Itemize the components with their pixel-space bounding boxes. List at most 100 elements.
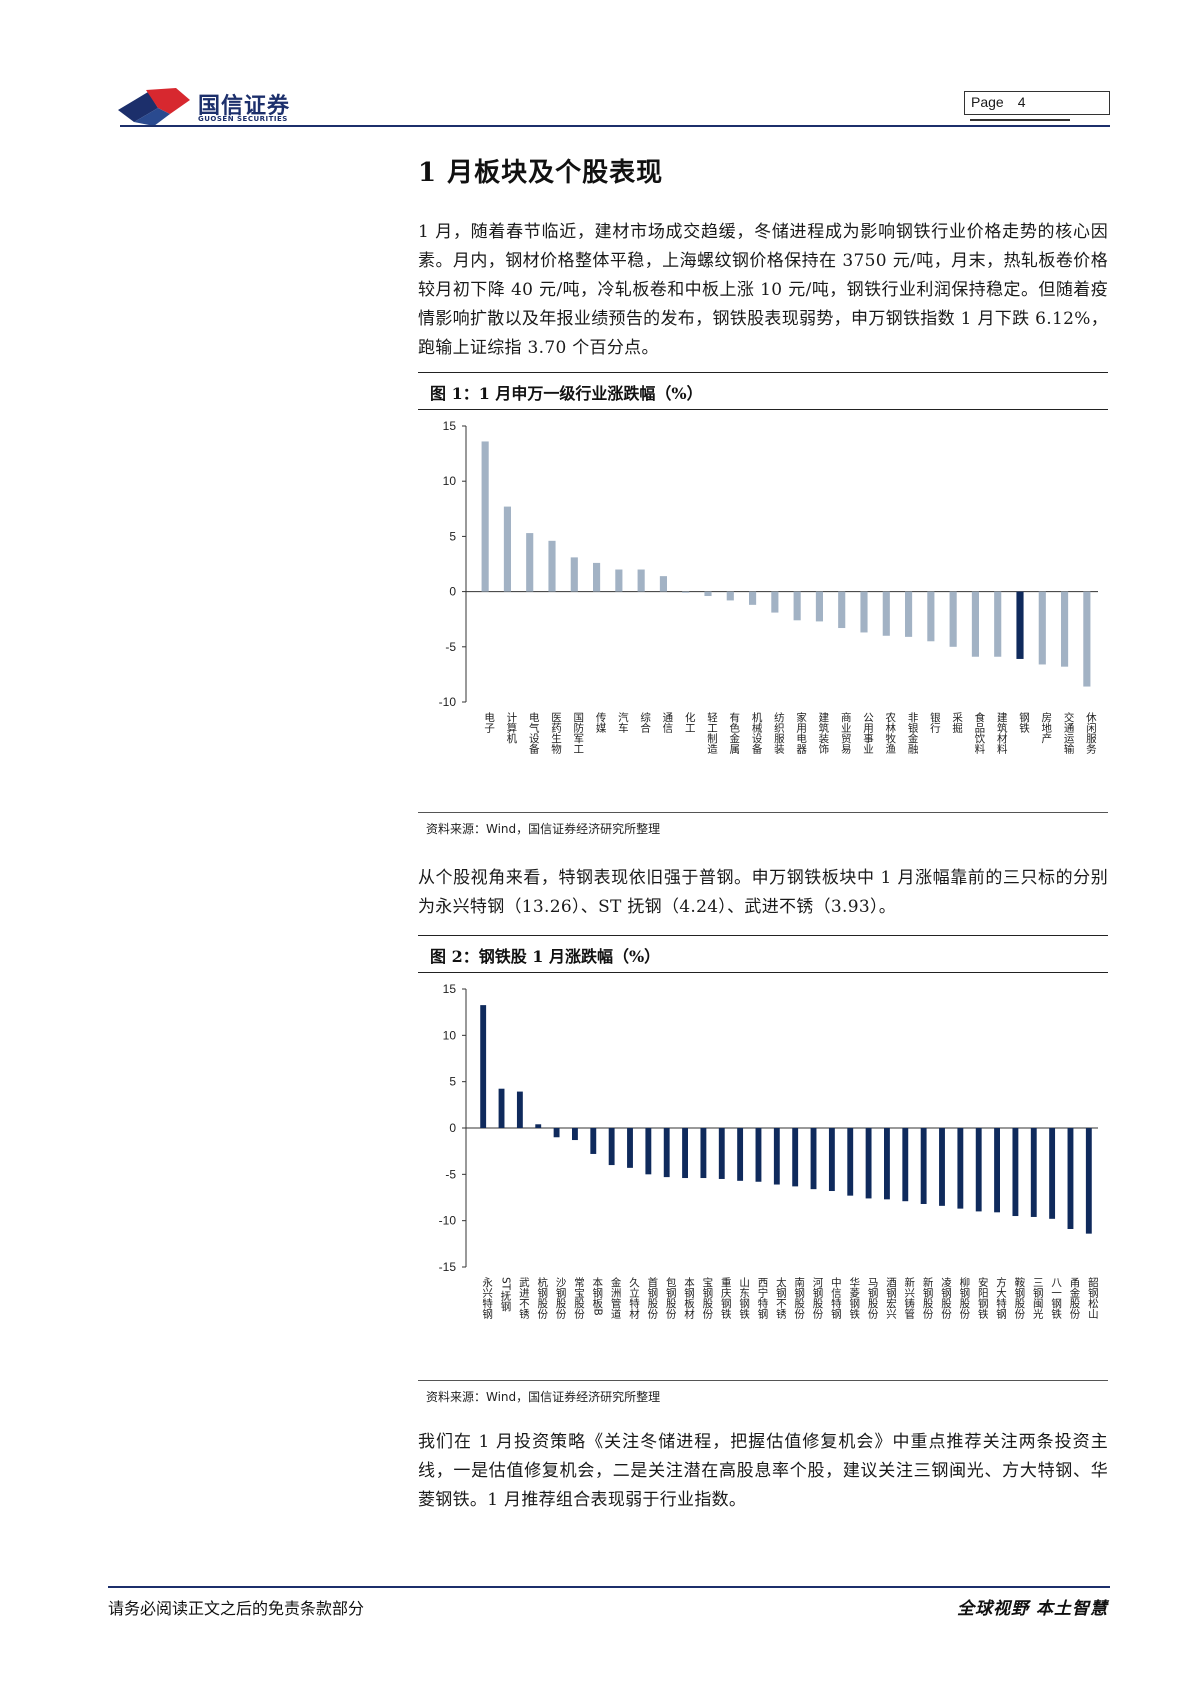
bar-八一钢铁: [1049, 1128, 1056, 1219]
bar-宝钢股份: [700, 1128, 707, 1179]
x-category-label: 银行: [929, 711, 941, 734]
x-category-label: 房地产: [1040, 711, 1052, 744]
page-indicator: Page 4: [964, 91, 1110, 115]
bar-方大特钢: [994, 1128, 1000, 1213]
x-category-label: 建筑装饰: [817, 711, 829, 755]
bar-公用事业: [860, 591, 868, 633]
x-category-label: 杭钢股份: [536, 1276, 548, 1320]
x-category-label: 商业贸易: [840, 711, 852, 755]
page-label: Page: [971, 94, 1004, 110]
x-category-label: 食品饮料: [973, 711, 985, 755]
x-category-label: 本钢板材: [683, 1276, 695, 1319]
y-tick-label: 15: [443, 419, 457, 433]
x-category-label: 机械设备: [751, 711, 763, 755]
bar-常宝股份: [572, 1128, 578, 1141]
brand-name-cn: 国信证券: [198, 94, 291, 119]
x-category-label: 公用事业: [862, 712, 874, 754]
bar-山东钢铁: [737, 1128, 744, 1181]
figure1-title-bar: 图 1：1 月申万一级行业涨跌幅（%）: [418, 372, 1108, 410]
footer-divider: [108, 1586, 1110, 1588]
bar-首钢股份: [645, 1128, 652, 1175]
x-category-label: 传媒: [595, 712, 607, 734]
x-category-label: 凌钢股份: [940, 1276, 952, 1320]
y-tick-label: 15: [443, 982, 457, 996]
y-tick-label: 10: [443, 1028, 457, 1042]
footer-slogan: 全球视野 本土智慧: [957, 1599, 1108, 1619]
bar-凌钢股份: [939, 1128, 945, 1206]
figure2-title-bar: 图 2：钢铁股 1 月涨跌幅（%）: [418, 935, 1108, 973]
bar-ST抚钢: [498, 1088, 505, 1128]
x-category-label: 非银金融: [907, 712, 919, 755]
x-category-label: 纺织服装: [773, 711, 785, 755]
paragraph-stock-view: 从个股视角来看，特钢表现依旧强于普钢。申万钢铁板块中 1 月涨幅靠前的三只标的分…: [418, 868, 1108, 917]
x-category-label: 常宝股份: [573, 1276, 585, 1320]
x-category-label: 交通运输: [1063, 711, 1075, 755]
bar-商业贸易: [838, 591, 846, 629]
y-tick-label: -5: [445, 1167, 456, 1181]
x-category-label: 家用电器: [795, 711, 807, 755]
bar-建筑材料: [994, 591, 1002, 657]
x-category-label: 太钢不锈: [775, 1276, 787, 1320]
x-category-label: 西宁特钢: [756, 1277, 768, 1320]
bar-国防军工: [570, 557, 578, 592]
bar-久立特材: [627, 1128, 633, 1168]
x-category-label: 南钢股份: [793, 1276, 805, 1320]
bar-韶钢松山: [1085, 1128, 1092, 1234]
bar-医药生物: [548, 540, 556, 592]
paragraph-market-review: 1 月，随着春节临近，建材市场成交趋缓，冬储进程成为影响钢铁行业价格走势的核心因…: [418, 222, 1108, 358]
x-category-label: 本钢板B: [591, 1276, 603, 1315]
x-category-label: 医药生物: [550, 712, 562, 755]
bar-农林牧渔: [882, 591, 890, 636]
figure1-source: 资料来源：Wind，国信证券经济研究所整理: [426, 822, 661, 836]
brand-name-en: GUOSEN SECURITIES: [198, 115, 288, 123]
bar-食品饮料: [971, 591, 979, 657]
bar-电气设备: [526, 533, 534, 592]
bar-电子: [481, 441, 489, 592]
figure2-source-divider: [418, 1380, 1108, 1381]
bar-机械设备: [749, 591, 757, 605]
x-category-label: 武进不锈: [518, 1276, 530, 1320]
y-tick-label: 0: [449, 1121, 456, 1135]
x-category-label: 国防军工: [572, 712, 584, 754]
x-category-label: 华菱钢铁: [848, 1276, 860, 1320]
bar-柳钢股份: [957, 1128, 964, 1209]
x-category-label: 三钢闽光: [1032, 1277, 1044, 1320]
y-tick-label: -10: [439, 695, 457, 709]
x-category-label: 马钢股份: [867, 1277, 879, 1320]
bar-化工: [682, 591, 690, 593]
x-category-label: 建筑材料: [996, 711, 1008, 755]
bar-鞍钢股份: [1012, 1128, 1019, 1217]
bar-钢铁: [1016, 591, 1024, 659]
bar-传媒: [593, 562, 601, 592]
bar-包钢股份: [663, 1128, 670, 1178]
bar-计算机: [503, 506, 511, 592]
bar-三钢闽光: [1030, 1128, 1037, 1217]
y-tick-label: 5: [449, 1075, 456, 1089]
page-number: 4: [1017, 94, 1026, 110]
bar-综合: [637, 569, 645, 592]
x-category-label: 重庆钢铁: [720, 1276, 732, 1320]
x-category-label: 化工: [684, 711, 696, 733]
x-category-label: 金洲管道: [610, 1276, 622, 1319]
bar-甬金股份: [1067, 1128, 1074, 1230]
bar-中信特钢: [828, 1128, 835, 1192]
page-underline: [970, 119, 1070, 121]
y-tick-label: -10: [439, 1214, 457, 1228]
x-category-label: 通信: [661, 712, 673, 734]
bar-新钢股份: [920, 1128, 927, 1204]
bar-纺织服装: [771, 591, 779, 613]
x-category-label: 电子: [483, 711, 495, 733]
figure1-chart: 15 10 5 0 -5 -10 电子 计算机 电气设备 医药生物 国防军工 传媒 汽车 综合 通信 化工 轻工…: [418, 410, 1108, 806]
x-category-label: 河钢股份: [812, 1277, 824, 1320]
x-category-label: 计算机: [505, 711, 517, 744]
x-category-label: 电气设备: [528, 711, 540, 755]
bar-西宁特钢: [755, 1128, 762, 1182]
bar-马钢股份: [865, 1128, 872, 1199]
bar-新兴铸管: [902, 1128, 909, 1202]
bar-通信: [659, 576, 667, 592]
bar-杭钢股份: [535, 1124, 542, 1128]
x-category-label: 综合: [639, 711, 651, 734]
x-category-label: 有色金属: [728, 711, 740, 755]
x-category-label: 沙钢股份: [555, 1277, 567, 1320]
bar-有色金属: [726, 591, 734, 601]
